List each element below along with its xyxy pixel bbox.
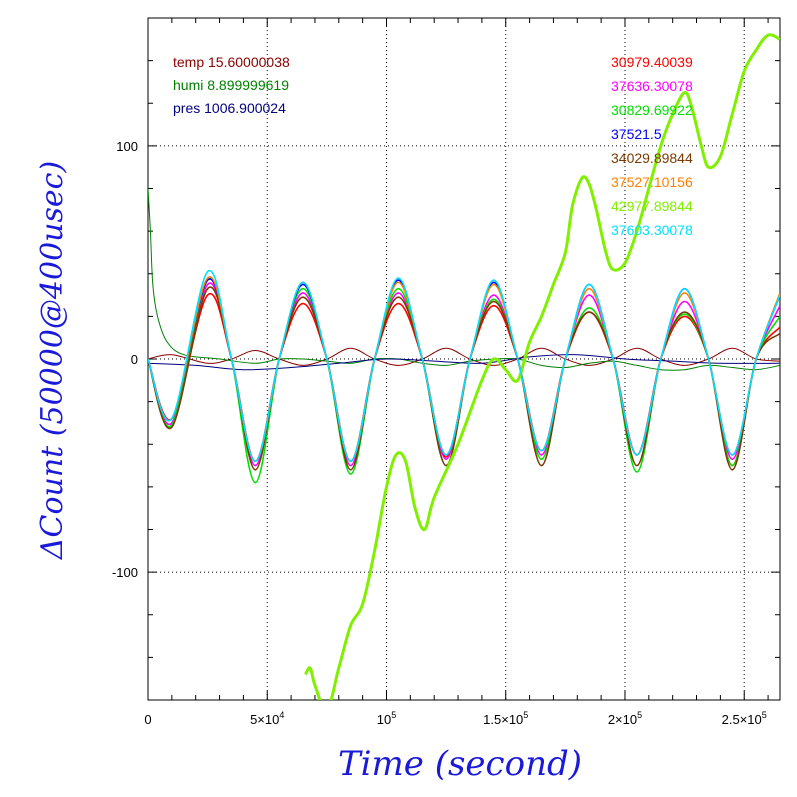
y-tick-label: -100 <box>112 565 138 580</box>
x-tick-label: 105 <box>377 710 396 727</box>
env-line-humi <box>148 188 780 371</box>
y-tick-label: 0 <box>131 352 138 367</box>
series-legend-entry: 37603.30078 <box>611 222 693 238</box>
env-legend-entry: temp 15.60000038 <box>173 54 290 70</box>
x-tick-label: 0 <box>144 712 151 727</box>
y-tick-label: 100 <box>116 139 138 154</box>
series-lines <box>148 33 780 700</box>
x-tick-label: 2.5×105 <box>722 710 767 727</box>
env-legend-entry: humi 8.899999619 <box>173 77 289 93</box>
env-line-pres <box>148 354 780 371</box>
series-legend-entry: 34029.89844 <box>611 150 693 166</box>
series-legend-entry: 37527.10156 <box>611 174 693 190</box>
x-tick-label: 2×105 <box>608 710 642 727</box>
series-legend-entry: 42977.89844 <box>611 198 693 214</box>
x-tick-label: 1.5×105 <box>483 710 528 727</box>
y-axis-title: ΔCount (50000@400usec) <box>35 161 70 560</box>
x-tick-label: 5×104 <box>250 710 284 727</box>
series-legend-entry: 37636.30078 <box>611 78 693 94</box>
series-legend-entry: 30979.40039 <box>611 54 693 70</box>
x-axis-title: Time (second) <box>338 744 582 784</box>
series-line <box>304 33 780 700</box>
series-legend-entry: 37521.5 <box>611 126 662 142</box>
series-line <box>148 269 780 463</box>
series-legend: 30979.40039 37636.30078 30829.69922 37521.5… <box>611 54 693 238</box>
env-legend: temp 15.60000038 humi 8.899999619 pres 100… <box>173 54 290 116</box>
series-legend-entry: 30829.69922 <box>611 102 693 118</box>
env-legend-entry: pres 1006.900024 <box>173 100 286 116</box>
